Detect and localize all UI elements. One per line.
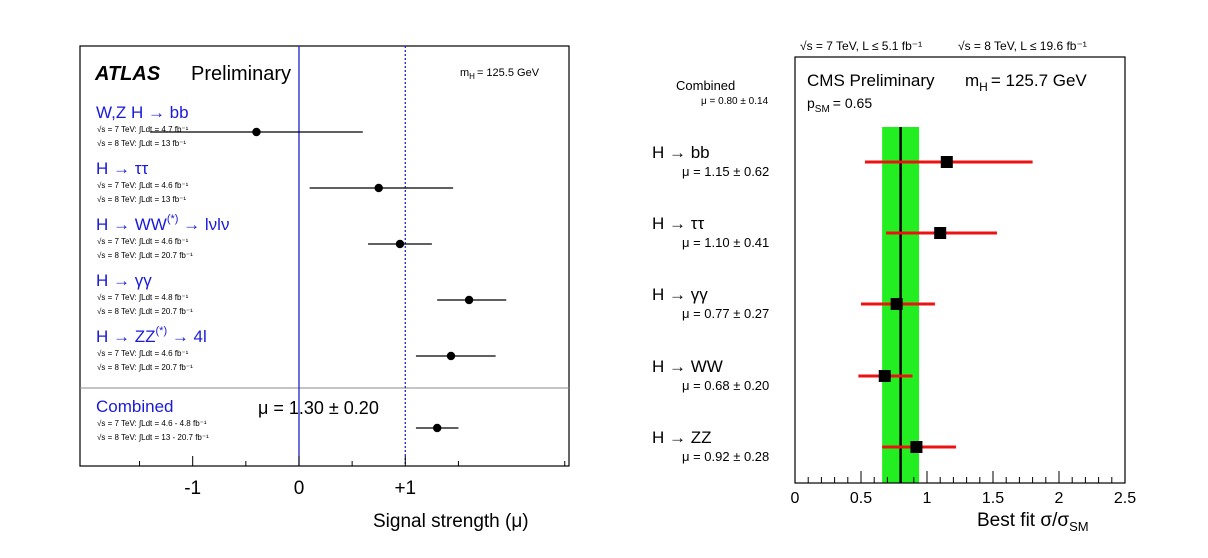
cms-tick-label-2: 1 [923,490,932,507]
cms-frame [794,56,1126,484]
cms-channel-name-2: H → γγ [652,285,708,304]
atlas-point-3 [464,295,474,305]
atlas-combined-result: μ = 1.30 ± 0.20 [258,398,379,418]
atlas-points [150,127,507,433]
cms-x-ticks: 0 0.5 1 1.5 2 2.5 [791,471,1136,507]
cms-tick-label-5: 2.5 [1114,490,1136,507]
atlas-combined-lumi-0: √s = 7 TeV: ∫Ldt = 4.6 - 4.8 fb⁻¹ [97,419,207,428]
cms-point-3 [878,370,891,382]
cms-channel-name-1: H → ττ [652,214,704,233]
cms-header-8tev: √s = 8 TeV, L ≤ 19.6 fb⁻¹ [958,39,1087,53]
atlas-title-bold: ATLAS [94,63,161,85]
atlas-channel-lumi-0-0: √s = 7 TeV: ∫Ldt = 4.7 fb⁻¹ [97,125,189,134]
cms-combined-label: Combined [676,78,735,93]
atlas-tick-label-1: 0 [294,478,305,499]
cms-point-1 [934,227,947,239]
cms-channel-result-0: μ = 1.15 ± 0.62 [682,164,769,179]
atlas-x-ticks: -1 0 +1 [139,456,566,499]
atlas-combined-lumi-1: √s = 8 TeV: ∫Ldt = 13 - 20.7 fb⁻¹ [97,433,209,442]
cms-tick-label-3: 1.5 [982,490,1004,507]
cms-panel: √s = 7 TeV, L ≤ 5.1 fb⁻¹ √s = 8 TeV, L ≤… [652,39,1136,534]
cms-tick-label-1: 0.5 [850,490,872,507]
cms-channel-name-4: H → ZZ [652,428,712,447]
atlas-combined-point [432,423,442,433]
atlas-x-axis-label: Signal strength (μ) [373,511,529,532]
cms-channel-result-4: μ = 0.92 ± 0.28 [682,449,769,464]
cms-channel-labels: H → bb μ = 1.15 ± 0.62 H → ττ μ = 1.10 ± 0.… [652,143,769,464]
atlas-channel-lumi-2-1: √s = 8 TeV: ∫Ldt = 20.7 fb⁻¹ [97,251,193,260]
atlas-channel-name-1: H → ττ [96,159,148,178]
atlas-channel-lumi-2-0: √s = 7 TeV: ∫Ldt = 4.6 fb⁻¹ [97,237,189,246]
atlas-frame [79,45,570,467]
atlas-point-4 [446,351,456,361]
atlas-channel-lumi-4-0: √s = 7 TeV: ∫Ldt = 4.6 fb⁻¹ [97,349,189,358]
cms-combined-result: μ = 0.80 ± 0.14 [701,96,769,107]
atlas-channel-lumi-3-1: √s = 8 TeV: ∫Ldt = 20.7 fb⁻¹ [97,307,193,316]
cms-point-0 [940,156,953,168]
atlas-point-2 [395,239,405,249]
cms-channel-result-2: μ = 0.77 ± 0.27 [682,306,769,321]
atlas-channel-lumi-1-1: √s = 8 TeV: ∫Ldt = 13 fb⁻¹ [97,195,186,204]
cms-channel-result-1: μ = 1.10 ± 0.41 [682,235,769,250]
cms-points [858,156,1033,453]
atlas-reference-lines [298,46,406,466]
cms-channel-name-0: H → bb [652,143,710,162]
atlas-channel-labels: W,Z H → bb √s = 7 TeV: ∫Ldt = 4.7 fb⁻¹ √s … [96,103,379,442]
cms-tick-label-4: 2 [1055,490,1064,507]
cms-channel-name-3: H → WW [652,357,723,376]
cms-point-4 [910,441,923,453]
atlas-channel-lumi-3-0: √s = 7 TeV: ∫Ldt = 4.8 fb⁻¹ [97,293,189,302]
cms-title: CMS Preliminary [807,71,935,90]
atlas-channel-name-0: W,Z H → bb [96,103,189,122]
atlas-point-1 [374,183,383,193]
atlas-mass-label: mH = 125.5 GeV [460,67,540,81]
atlas-panel: ATLAS Preliminary mH = 125.5 GeV W,Z H → … [79,45,570,532]
atlas-channel-lumi-0-1: √s = 8 TeV: ∫Ldt = 13 fb⁻¹ [97,139,186,148]
atlas-tick-label-2: +1 [394,478,416,499]
atlas-channel-lumi-1-0: √s = 7 TeV: ∫Ldt = 4.6 fb⁻¹ [97,181,189,190]
cms-psm-label: pSM = 0.65 [807,95,872,115]
atlas-combined-name: Combined [96,397,174,416]
atlas-channel-name-4: H → ZZ(*) → 4l [96,325,207,346]
cms-tick-label-0: 0 [791,490,800,507]
atlas-channel-name-3: H → γγ [96,271,152,290]
atlas-point-0 [252,127,261,137]
atlas-channel-lumi-4-1: √s = 8 TeV: ∫Ldt = 20.7 fb⁻¹ [97,363,193,372]
cms-x-axis-label: Best fit σ/σSM [977,510,1089,534]
cms-mass-label: mH = 125.7 GeV [965,71,1087,94]
atlas-channel-name-2: H → WW(*) → lνlν [96,213,229,234]
cms-point-2 [890,298,903,310]
cms-header-7tev: √s = 7 TeV, L ≤ 5.1 fb⁻¹ [800,39,922,53]
atlas-tick-label-0: -1 [184,478,201,499]
atlas-title-rest: Preliminary [191,63,291,85]
cms-channel-result-3: μ = 0.68 ± 0.20 [682,378,769,393]
